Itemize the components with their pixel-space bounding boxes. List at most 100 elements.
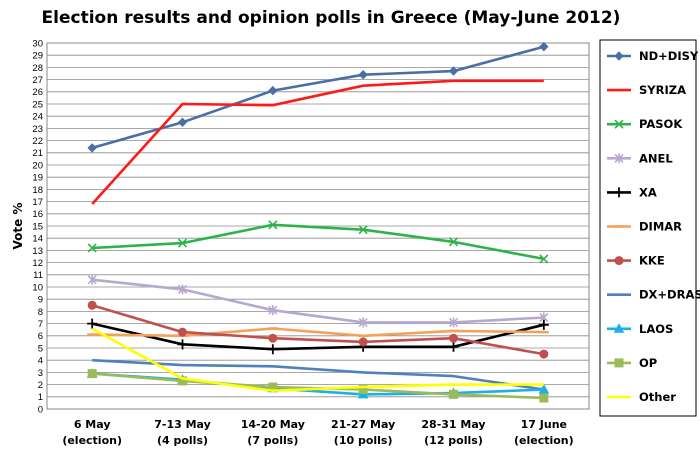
x-marker xyxy=(539,254,549,264)
legend-item: XA xyxy=(607,185,657,199)
legend-label: LAOS xyxy=(639,322,673,336)
y-tick-label: 8 xyxy=(38,307,43,318)
series-line xyxy=(91,79,544,205)
legend-label: PASOK xyxy=(639,117,683,131)
y-tick-label: 5 xyxy=(38,343,43,354)
square-marker xyxy=(87,369,97,379)
star-marker xyxy=(614,153,624,164)
y-tick-label: 30 xyxy=(32,38,43,49)
series-xa xyxy=(87,318,549,355)
y-tick-label: 24 xyxy=(32,112,43,123)
x-tick-label: (10 polls) xyxy=(334,434,393,447)
triangle-marker xyxy=(538,383,550,394)
triangle-marker xyxy=(613,323,625,333)
legend-item: LAOS xyxy=(607,322,673,336)
series-pasok xyxy=(87,220,549,264)
x-tick-label: 14-20 May xyxy=(241,418,305,431)
legend-item: OP xyxy=(607,356,657,370)
series-line xyxy=(91,322,545,351)
series-line xyxy=(91,45,545,150)
square-marker xyxy=(358,384,368,394)
legend-label: DIMAR xyxy=(639,220,682,234)
x-tick-label: 21-27 May xyxy=(331,418,395,431)
x-tick-label: 7-13 May xyxy=(154,418,211,431)
legend-item: Other xyxy=(607,390,676,404)
x-marker xyxy=(358,225,368,235)
x-tick-label: (12 polls) xyxy=(424,434,483,447)
circle-marker xyxy=(87,300,97,310)
square-marker xyxy=(449,389,458,399)
star-marker xyxy=(268,305,278,316)
diamond-marker xyxy=(177,117,188,128)
x-tick-label: (4 polls) xyxy=(157,434,208,447)
series-line xyxy=(91,304,545,356)
y-tick-label: 22 xyxy=(32,136,43,147)
circle-marker xyxy=(614,256,624,266)
y-tick-label: 4 xyxy=(38,356,43,367)
plus-marker xyxy=(267,344,278,355)
series-line xyxy=(92,327,544,338)
y-tick-label: 21 xyxy=(32,148,43,159)
legend-label: KKE xyxy=(639,254,665,268)
y-tick-label: 12 xyxy=(32,258,43,269)
diamond-marker xyxy=(539,41,549,52)
y-tick-label: 10 xyxy=(32,282,43,293)
y-tick-label: 17 xyxy=(32,197,43,208)
circle-marker xyxy=(358,337,368,347)
legend: ND+DISY SYRIZA PASOK ANEL XA DIMAR KKE DX+DRASI… xyxy=(607,49,700,404)
series-line xyxy=(92,358,544,391)
x-marker xyxy=(448,237,459,247)
plus-marker xyxy=(177,339,188,350)
y-tick-label: 0 xyxy=(38,404,43,415)
legend-item: ANEL xyxy=(607,151,673,165)
y-tick-label: 25 xyxy=(32,99,43,110)
y-tick-label: 29 xyxy=(32,51,43,62)
legend-item: ND+DISY xyxy=(607,49,699,63)
x-marker xyxy=(87,243,97,253)
legend-label: DX+DRASI xyxy=(639,288,700,302)
gridlines xyxy=(47,42,589,410)
series-line xyxy=(91,327,544,393)
y-tick-label: 6 xyxy=(38,331,43,342)
series-line xyxy=(92,223,545,261)
diamond-marker xyxy=(614,51,624,61)
x-marker xyxy=(268,220,278,230)
plus-marker xyxy=(538,319,549,330)
legend-label: Other xyxy=(639,390,676,404)
series-kke xyxy=(87,300,549,359)
legend-label: ANEL xyxy=(639,151,673,165)
legend-label: SYRIZA xyxy=(639,83,686,97)
legend-item: DIMAR xyxy=(607,220,682,234)
y-axis-ticks: 0123456789101112131415161718192021222324… xyxy=(32,38,43,415)
star-marker xyxy=(177,284,188,295)
circle-marker xyxy=(539,349,549,359)
y-tick-label: 1 xyxy=(38,392,43,403)
y-tick-label: 28 xyxy=(32,63,43,74)
series-nd-disy xyxy=(87,41,549,153)
circle-marker xyxy=(449,333,458,343)
square-marker xyxy=(539,393,549,403)
y-tick-label: 3 xyxy=(38,368,43,379)
series-syriza xyxy=(91,79,544,205)
plus-marker xyxy=(448,341,459,352)
legend-label: ND+DISY xyxy=(639,49,699,63)
legend-box xyxy=(599,39,697,417)
series-dx-drasi xyxy=(92,358,544,391)
y-tick-label: 11 xyxy=(33,270,43,281)
x-tick-label: 6 May xyxy=(74,418,111,431)
legend-label: OP xyxy=(639,356,657,370)
series-lines xyxy=(86,41,550,403)
y-tick-label: 26 xyxy=(32,87,43,98)
y-tick-label: 9 xyxy=(38,295,43,306)
y-tick-label: 14 xyxy=(32,234,43,245)
y-axis-label: Vote % xyxy=(11,203,25,250)
x-axis-ticks: 6 May (election) 7-13 May (4 polls) 14-20 Ma… xyxy=(62,418,573,447)
plus-marker xyxy=(614,187,624,198)
y-tick-label: 23 xyxy=(32,124,43,135)
y-tick-label: 7 xyxy=(38,319,43,330)
x-tick-label: (election) xyxy=(62,434,122,447)
y-tick-label: 19 xyxy=(32,173,43,184)
legend-item: DX+DRASI xyxy=(607,288,700,302)
diamond-marker xyxy=(87,143,97,153)
